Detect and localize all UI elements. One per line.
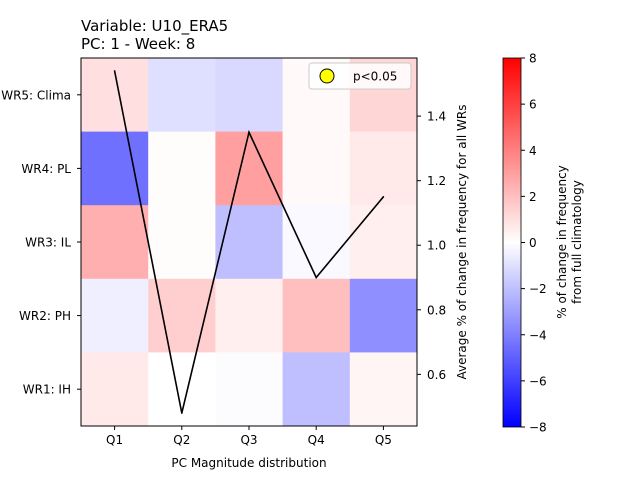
y2-tick-label: 0.8 xyxy=(427,303,446,317)
heatmap-cell xyxy=(215,131,283,206)
heatmap-cell xyxy=(282,278,351,353)
colorbar xyxy=(502,57,522,428)
y2-tick-label: 1.2 xyxy=(427,174,446,188)
heatmap-cell xyxy=(282,131,351,206)
x-axis: Q1 Q2 Q3 Q4 Q5 xyxy=(106,426,392,447)
heatmap-cell xyxy=(282,352,351,427)
heatmap-cell xyxy=(215,352,283,427)
heatmap-cell xyxy=(81,352,149,427)
x-axis-label: PC Magnitude distribution xyxy=(171,456,326,470)
heatmap-cell xyxy=(81,58,149,132)
heatmap-cell xyxy=(215,205,283,280)
x-tick-label: Q5 xyxy=(375,433,392,447)
y2-tick-label: 0.6 xyxy=(427,368,446,382)
y-tick-label: WR1: IH xyxy=(23,383,71,397)
heatmap-cell xyxy=(81,278,149,353)
chart-title-line-2: PC: 1 - Week: 8 xyxy=(81,35,195,53)
legend: p<0.05 xyxy=(308,62,412,90)
legend-box xyxy=(308,62,412,90)
colorbar-tick-label: 4 xyxy=(529,144,537,158)
line-point xyxy=(382,196,385,198)
colorbar-tick-label: 8 xyxy=(529,52,537,66)
colorbar-tick-label: 2 xyxy=(529,190,537,204)
colorbar-label: % of change in frequency from full clima… xyxy=(555,165,584,319)
heatmap-cell xyxy=(215,58,283,132)
line-points xyxy=(113,70,385,414)
colorbar-tick-label: 6 xyxy=(529,98,537,112)
heatmap-cell xyxy=(349,278,418,353)
heatmap-cell xyxy=(148,58,216,132)
y-tick-label: WR5: Clima xyxy=(1,88,71,102)
y-tick-label: WR3: IL xyxy=(25,236,71,250)
secondary-y-axis-label: Average % of change in frequency for all… xyxy=(455,104,469,379)
colorbar-ticks: 8 6 4 2 0 −2 −4 −6 −8 xyxy=(521,52,547,435)
y-tick-label: WR2: PH xyxy=(19,309,71,323)
chart-title-line-1: Variable: U10_ERA5 xyxy=(81,17,228,36)
heatmap-cell xyxy=(81,205,149,280)
heatmap-cell xyxy=(148,205,216,280)
y2-tick-label: 1.4 xyxy=(427,110,446,124)
heatmap-cell xyxy=(148,131,216,206)
x-tick-label: Q4 xyxy=(308,433,325,447)
secondary-y-axis: 0.6 0.8 1.0 1.2 1.4 xyxy=(417,110,446,382)
heatmap-cell xyxy=(215,278,283,353)
line-point xyxy=(315,276,318,279)
line-point xyxy=(181,412,183,414)
colorbar-label-line-2: from full climatology xyxy=(570,180,584,304)
heatmap-cells xyxy=(81,58,418,427)
colorbar-label-line-1: % of change in frequency xyxy=(555,165,569,319)
heatmap-cell xyxy=(349,131,418,206)
heatmap-cell xyxy=(81,131,149,206)
heatmap-cell xyxy=(148,352,216,427)
legend-marker xyxy=(319,68,335,84)
colorbar-tick-label: −6 xyxy=(529,374,547,388)
y-tick-label: WR4: PL xyxy=(21,162,71,176)
heatmap-cell xyxy=(349,352,418,427)
x-tick-label: Q3 xyxy=(240,433,257,447)
y2-tick-label: 1.0 xyxy=(427,239,446,253)
heatmap-cell xyxy=(349,205,418,280)
line-point xyxy=(248,131,250,134)
colorbar-tick-label: 0 xyxy=(529,236,537,250)
y-axis: WR5: Clima WR4: PL WR3: IL WR2: PH WR1: IH xyxy=(1,88,81,397)
colorbar-tick-label: −4 xyxy=(529,328,547,342)
colorbar-tick-label: −2 xyxy=(529,282,547,296)
x-tick-label: Q2 xyxy=(173,433,190,447)
x-tick-label: Q1 xyxy=(106,433,123,447)
legend-label: p<0.05 xyxy=(353,70,397,84)
line-point xyxy=(113,70,116,72)
heatmap-cell xyxy=(282,205,351,280)
colorbar-tick-label: −8 xyxy=(529,421,547,435)
